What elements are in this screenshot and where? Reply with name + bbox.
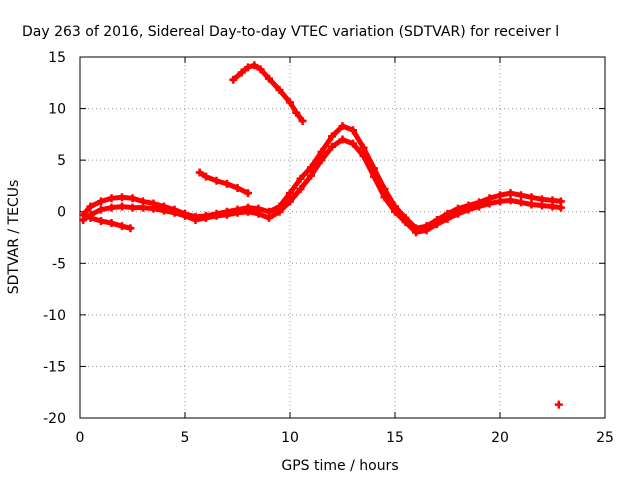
grid-lines — [80, 57, 605, 418]
y-tick-label: -10 — [43, 308, 66, 324]
y-axis-label: SDTVAR / TECUs — [6, 180, 22, 295]
x-tick-label: 25 — [596, 430, 614, 446]
x-axis-label: GPS time / hours — [281, 458, 398, 474]
y-tick-label: 0 — [57, 205, 66, 221]
data-points — [79, 61, 565, 409]
data-point — [554, 400, 563, 409]
axis-ticks: 0 5 10 15 20 25 -20 -15 -10 -5 0 5 10 15 — [43, 50, 614, 446]
y-tick-label: 5 — [57, 153, 66, 169]
data-trace — [88, 215, 133, 231]
y-tick-label: 10 — [48, 102, 66, 118]
data-series — [86, 213, 135, 233]
x-tick-label: 10 — [281, 430, 299, 446]
data-trace — [197, 170, 251, 196]
y-tick-label: -20 — [43, 411, 66, 427]
data-series — [79, 135, 565, 237]
data-series — [195, 168, 252, 198]
y-tick-label: 15 — [48, 50, 66, 66]
y-tick-label: -15 — [43, 359, 66, 375]
data-trace — [230, 62, 306, 124]
data-series — [554, 400, 563, 409]
plot-border — [79, 56, 606, 419]
chart-title: Day 263 of 2016, Sidereal Day-to-day VTE… — [22, 24, 559, 40]
x-tick-label: 5 — [181, 430, 190, 446]
data-series — [229, 61, 307, 125]
data-trace — [80, 123, 564, 231]
x-tick-label: 15 — [386, 430, 404, 446]
x-tick-label: 20 — [491, 430, 509, 446]
data-trace — [80, 137, 564, 235]
y-tick-label: -5 — [52, 256, 66, 272]
x-tick-label: 0 — [76, 430, 85, 446]
